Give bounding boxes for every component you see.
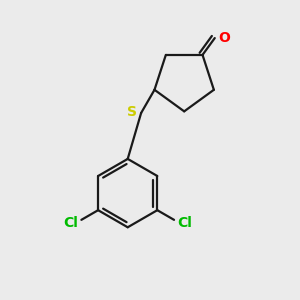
Text: S: S [127, 105, 137, 119]
Text: Cl: Cl [64, 216, 78, 230]
Text: Cl: Cl [177, 216, 192, 230]
Text: O: O [219, 31, 230, 45]
